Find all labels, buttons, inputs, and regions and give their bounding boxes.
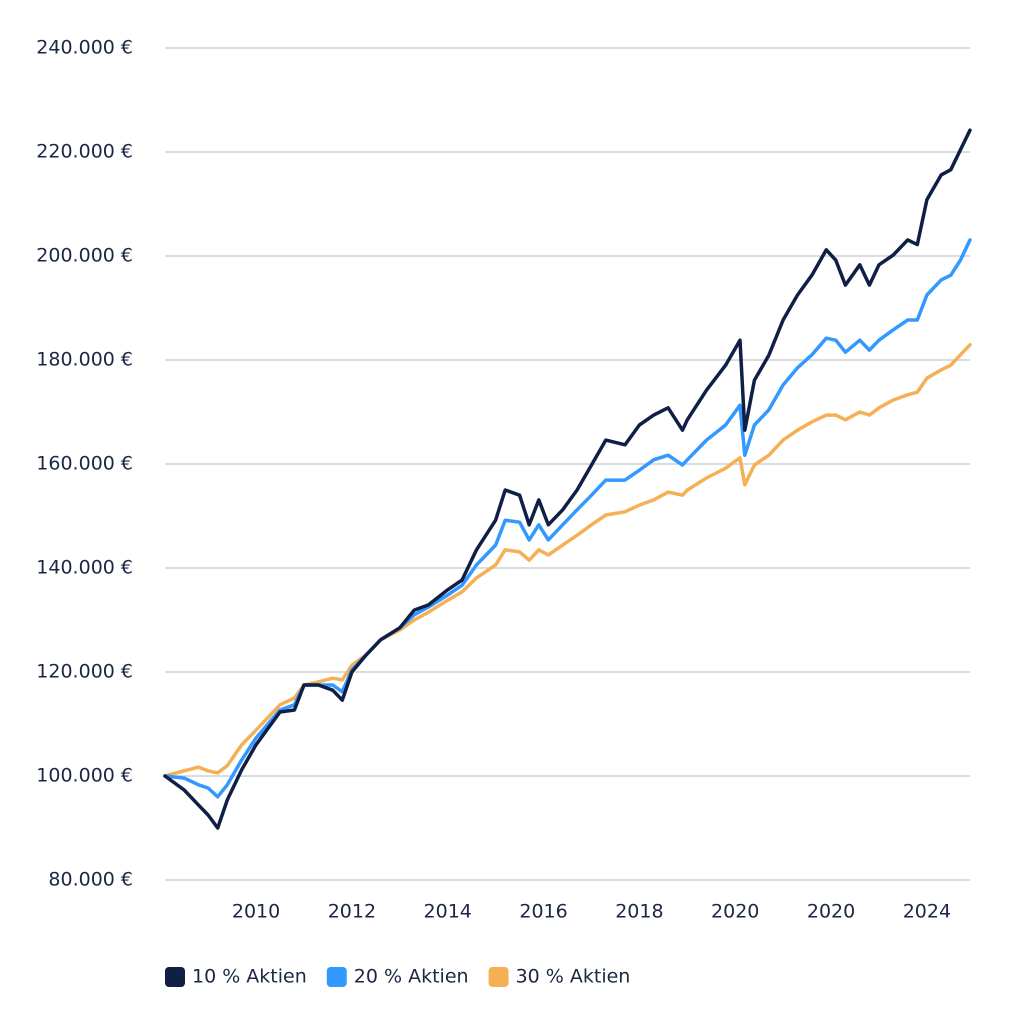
y-tick-label: 120.000 € bbox=[36, 661, 133, 683]
legend-label: 10 % Aktien bbox=[192, 966, 307, 988]
x-tick-label: 2024 bbox=[903, 901, 951, 923]
x-tick-label: 2014 bbox=[424, 901, 472, 923]
legend-swatch bbox=[488, 967, 509, 987]
y-tick-label: 200.000 € bbox=[36, 245, 133, 267]
series-line bbox=[163, 128, 972, 830]
series-line bbox=[163, 238, 972, 799]
legend: 10 % Aktien 20 % Aktien 30 % Aktien bbox=[165, 966, 630, 988]
y-tick-label: 80.000 € bbox=[48, 869, 133, 891]
y-tick-label: 100.000 € bbox=[36, 765, 133, 787]
x-tick-label: 2020 bbox=[807, 901, 855, 923]
y-tick-label: 160.000 € bbox=[36, 453, 133, 475]
legend-swatch bbox=[326, 967, 347, 987]
x-tick-label: 2010 bbox=[232, 901, 280, 923]
legend-swatch bbox=[165, 967, 185, 987]
x-tick-label: 2018 bbox=[615, 901, 663, 923]
y-tick-label: 240.000 € bbox=[36, 37, 133, 59]
x-tick-label: 2016 bbox=[519, 901, 567, 923]
legend-label: 20 % Aktien bbox=[354, 966, 469, 988]
y-tick-label: 140.000 € bbox=[36, 557, 133, 579]
y-tick-label: 180.000 € bbox=[36, 349, 133, 371]
x-tick-label: 2020 bbox=[711, 901, 759, 923]
y-tick-label: 220.000 € bbox=[36, 141, 133, 163]
x-tick-label: 2012 bbox=[328, 901, 376, 923]
legend-label: 30 % Aktien bbox=[516, 966, 631, 988]
